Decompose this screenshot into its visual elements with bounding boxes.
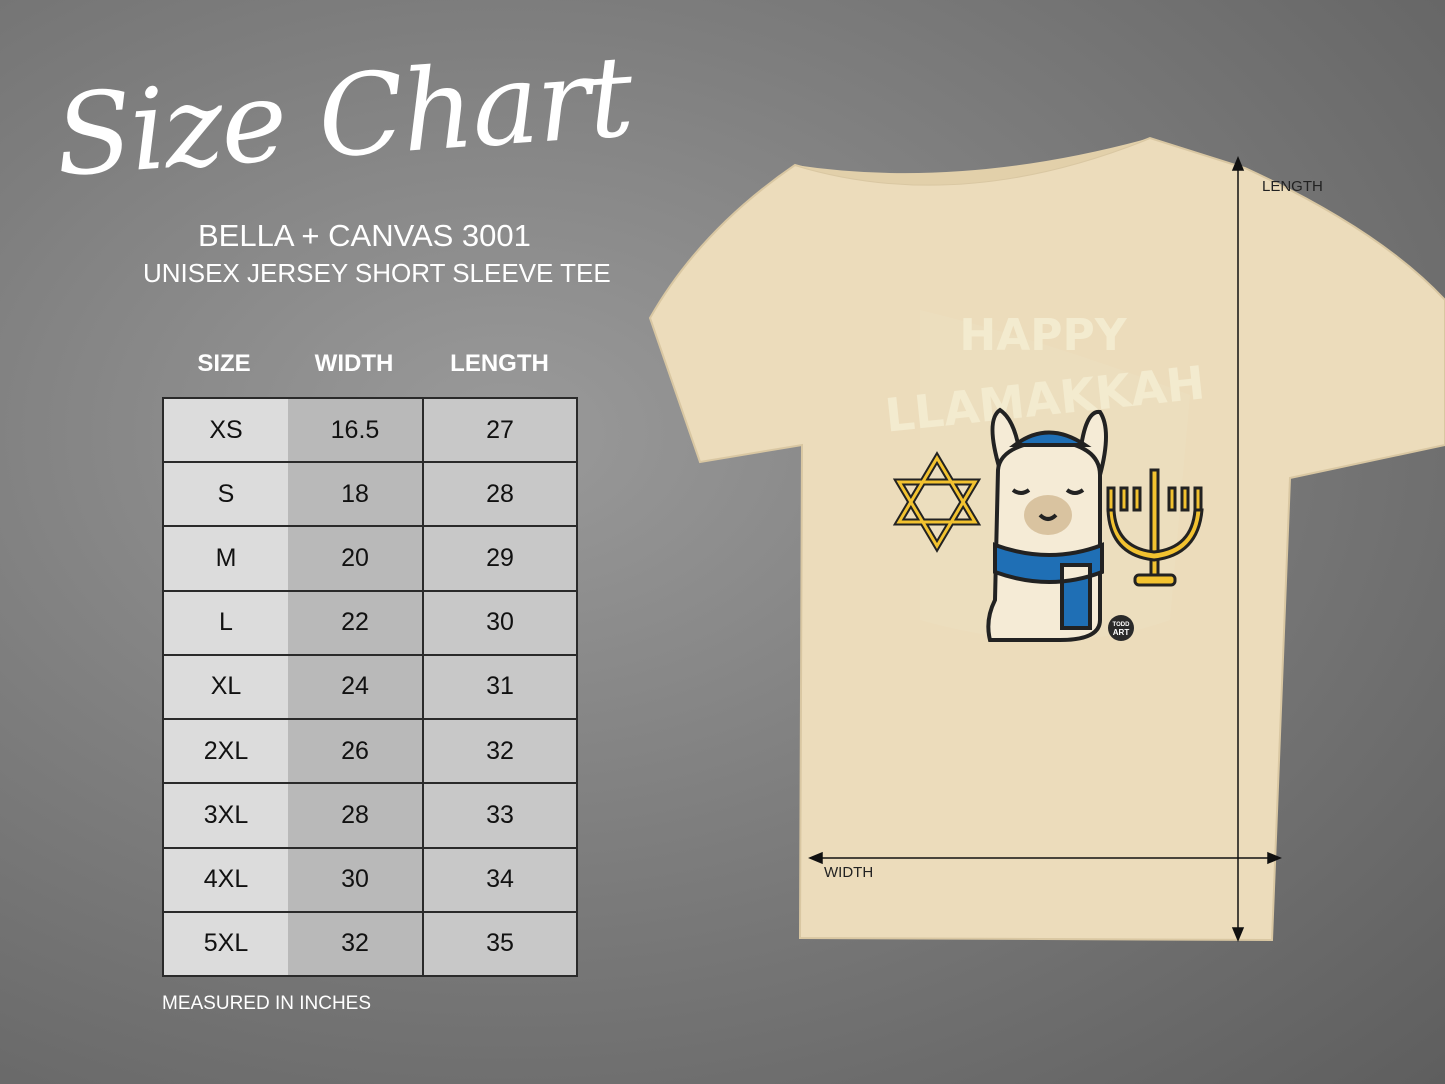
logo-text: ART [1113, 628, 1130, 637]
cell-length: 33 [424, 784, 576, 847]
cell-length: 31 [424, 655, 576, 719]
cell-width: 28 [288, 784, 424, 847]
cell-size: 3XL [164, 784, 288, 847]
llama-icon [986, 407, 1108, 642]
cell-length: 28 [424, 463, 576, 526]
table-row: XL 24 31 [164, 655, 576, 721]
cell-size: 5XL [164, 912, 288, 975]
column-header-size: SIZE [197, 350, 251, 377]
cell-size: L [164, 591, 288, 654]
cell-width: 22 [288, 591, 424, 654]
cell-width: 24 [288, 655, 424, 719]
cell-size: M [164, 527, 288, 590]
size-table: XS 16.5 27 S 18 28 M 20 29 L 22 30 XL 24 31 2XL 26 32 3XL 2… [162, 397, 578, 977]
cell-size: XL [164, 655, 288, 719]
cell-length: 27 [424, 399, 576, 462]
brand-model: BELLA + CANVAS 3001 [198, 218, 531, 253]
cell-width: 18 [288, 463, 424, 526]
table-row: M 20 29 [164, 527, 576, 592]
table-row: 4XL 30 34 [164, 848, 576, 913]
cell-length: 29 [424, 527, 576, 590]
cell-size: 4XL [164, 848, 288, 911]
table-row: 5XL 32 35 [164, 912, 576, 975]
cell-width: 16.5 [288, 399, 424, 462]
cell-length: 32 [424, 720, 576, 783]
cell-length: 30 [424, 591, 576, 654]
cell-size: S [164, 463, 288, 526]
cell-width: 30 [288, 848, 424, 911]
cell-size: XS [164, 399, 288, 462]
cell-length: 35 [424, 912, 576, 975]
length-arrow [1231, 156, 1245, 942]
column-header-length: LENGTH [450, 350, 549, 377]
measurement-note: MEASURED IN INCHES [162, 993, 372, 1014]
length-label: LENGTH [1262, 178, 1323, 195]
table-row: 3XL 28 33 [164, 784, 576, 849]
width-arrow [808, 851, 1282, 865]
table-row: XS 16.5 27 [164, 399, 576, 464]
cell-length: 34 [424, 848, 576, 911]
menorah-icon [1106, 468, 1204, 587]
table-row: L 22 30 [164, 591, 576, 656]
product-subtitle: UNISEX JERSEY SHORT SLEEVE TEE [143, 258, 611, 288]
cell-width: 32 [288, 912, 424, 975]
star-of-david-icon [892, 451, 982, 553]
cell-width: 20 [288, 527, 424, 590]
logo-text: TODD [1113, 622, 1131, 628]
cell-width: 26 [288, 720, 424, 783]
column-header-width: WIDTH [314, 350, 394, 377]
print-text: HAPPY [959, 310, 1127, 361]
todd-art-logo: TODD ART [1108, 615, 1134, 641]
width-label: WIDTH [824, 864, 874, 881]
table-row: S 18 28 [164, 463, 576, 528]
cell-size: 2XL [164, 720, 288, 783]
table-row: 2XL 26 32 [164, 720, 576, 785]
